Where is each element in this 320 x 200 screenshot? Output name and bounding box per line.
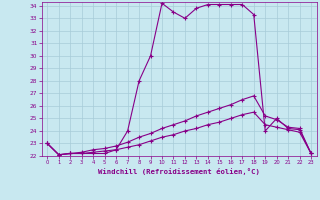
X-axis label: Windchill (Refroidissement éolien,°C): Windchill (Refroidissement éolien,°C)	[98, 168, 260, 175]
